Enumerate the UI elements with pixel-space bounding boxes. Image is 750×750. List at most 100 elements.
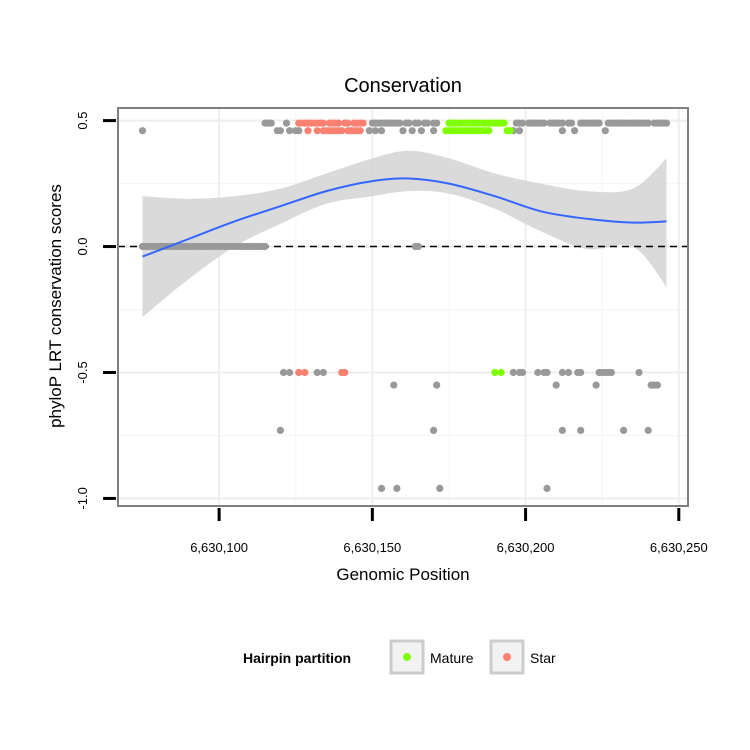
point-star: [313, 127, 321, 135]
point-other: [295, 127, 303, 135]
x-tick-label: 6,630,250: [650, 540, 708, 555]
point-other: [552, 381, 560, 389]
point-other: [564, 368, 573, 377]
panel-border: [117, 107, 689, 507]
point-other: [371, 127, 379, 135]
point-other: [393, 484, 401, 492]
point-star: [301, 368, 309, 377]
point-other: [276, 426, 284, 434]
point-other: [558, 127, 567, 135]
y-tick-label: -1.0: [75, 487, 90, 509]
point-star: [335, 119, 343, 127]
point-other: [653, 381, 662, 389]
point-other: [423, 119, 432, 127]
point-other: [279, 368, 288, 377]
point-other: [282, 119, 291, 127]
point-other: [430, 127, 438, 135]
point-other: [662, 119, 671, 127]
legend-label-star: Star: [530, 650, 556, 666]
point-other: [620, 426, 628, 434]
point-other: [644, 119, 652, 127]
smooth-line-layer: [142, 177, 667, 258]
point-other: [644, 426, 652, 434]
point-other: [377, 127, 386, 135]
point-other: [607, 368, 616, 377]
point-other: [543, 368, 551, 377]
point-other: [430, 426, 438, 434]
point-star: [344, 119, 352, 127]
point-other: [313, 368, 321, 377]
point-other: [433, 381, 441, 389]
legend-title: Hairpin partition: [243, 650, 351, 666]
point-star: [341, 368, 349, 377]
legend-dot-mature: [403, 653, 411, 661]
legend-dot-star: [503, 653, 511, 661]
point-other: [396, 119, 404, 127]
y-tick-label: 0.5: [75, 112, 90, 130]
point-other: [534, 368, 542, 377]
x-tick-label: 6,630,150: [343, 540, 401, 555]
point-star: [338, 127, 346, 135]
x-tick-label: 6,630,100: [190, 540, 248, 555]
confidence-band: [142, 150, 667, 318]
legend: Hairpin partition Mature Star: [243, 639, 556, 675]
point-other: [414, 242, 422, 251]
point-other: [558, 368, 567, 377]
point-other: [365, 127, 373, 135]
point-star: [304, 127, 312, 135]
point-other: [267, 119, 275, 127]
point-mature: [485, 127, 493, 135]
point-other: [399, 127, 407, 135]
point-other: [577, 368, 585, 377]
point-other: [567, 119, 576, 127]
legend-label-mature: Mature: [430, 650, 474, 666]
point-other: [509, 368, 517, 377]
y-axis: 0.5 0.0 -0.5 -1.0: [75, 112, 116, 510]
point-other: [577, 426, 585, 434]
point-other: [276, 127, 284, 135]
point-other: [540, 119, 548, 127]
x-tick-label: 6,630,200: [497, 540, 555, 555]
point-other: [138, 127, 147, 135]
confidence-band-layer: [142, 150, 667, 318]
smooth-trend-line: [142, 177, 667, 258]
point-other: [543, 484, 551, 492]
point-other: [261, 242, 269, 251]
point-other: [558, 119, 567, 127]
point-other: [377, 484, 386, 492]
point-other: [417, 127, 425, 135]
point-other: [571, 127, 579, 135]
y-axis-label: phyloP LRT conservation scores: [46, 184, 65, 428]
point-other: [436, 484, 444, 492]
point-other: [595, 119, 603, 127]
point-mature: [506, 127, 514, 135]
point-other: [518, 368, 527, 377]
chart-title: Conservation: [344, 75, 462, 97]
y-tick-label: -0.5: [75, 361, 90, 383]
point-other: [601, 127, 609, 135]
x-axis: 6,630,100 6,630,150 6,630,200 6,630,250: [190, 508, 708, 555]
series-star: [295, 119, 367, 377]
point-other: [408, 127, 416, 135]
point-other: [515, 127, 524, 135]
point-other: [518, 119, 527, 127]
point-mature: [491, 368, 499, 377]
point-mature: [497, 368, 505, 377]
point-star: [319, 119, 327, 127]
point-other: [635, 368, 643, 377]
point-other: [286, 127, 294, 135]
series-other: [138, 119, 671, 492]
series-mature: [442, 119, 514, 377]
point-other: [592, 381, 600, 389]
point-other: [558, 426, 567, 434]
point-other: [433, 119, 441, 127]
point-star: [295, 368, 303, 377]
point-mature: [500, 119, 508, 127]
y-tick-label: 0.0: [75, 237, 90, 255]
point-other: [319, 368, 327, 377]
point-other: [390, 381, 398, 389]
point-star: [356, 127, 364, 135]
point-other: [414, 119, 422, 127]
data-points: [138, 119, 671, 492]
